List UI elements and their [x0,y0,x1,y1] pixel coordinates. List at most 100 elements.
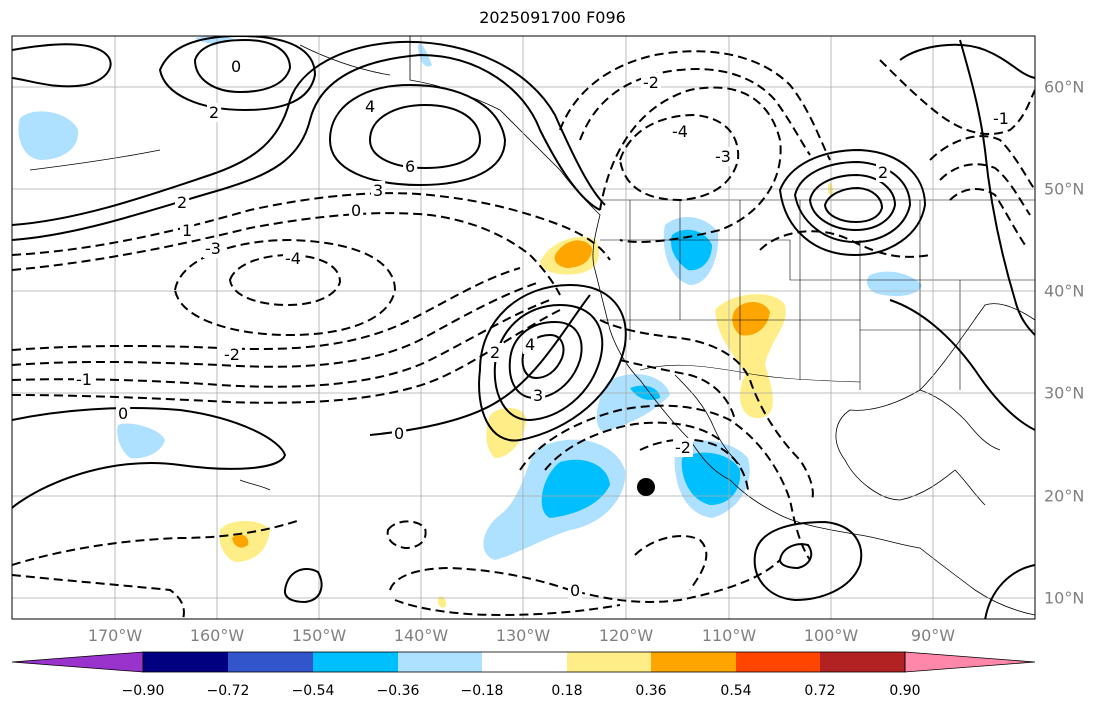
contour-line [12,40,606,226]
contour-label-halo [371,181,386,200]
positive-shading [486,408,526,458]
negative-shading [681,452,741,505]
contour-label-halo [175,193,190,212]
lat-label: 20°N [1044,486,1085,506]
contour-line [12,281,541,368]
contour-line [559,50,831,161]
contour-line [386,520,427,550]
contour-line [619,359,736,421]
colorbar-tick-label: −0.54 [291,683,335,699]
contour-label-halo [876,163,891,182]
contour-line [889,299,1035,431]
contour-line [639,438,749,491]
colorbar-tick-label: −0.36 [376,683,420,699]
contour-label-halo [403,157,418,176]
contour-label-halo [670,122,690,141]
contour-line [618,113,740,202]
contour-label: -2 [675,438,691,457]
contour-label-halo [229,57,244,76]
contour-label-halo [713,147,733,166]
contour-line [599,319,814,501]
coastline [29,149,161,171]
border [600,239,1035,281]
colorbar-bin [736,652,820,672]
contour-line [634,535,708,591]
colorbar [11,651,1036,673]
lon-label: 130°W [495,626,551,645]
contour-line [939,163,1031,216]
contour-line [823,186,884,224]
lon-label: 120°W [598,626,654,645]
contour-label: 4 [365,97,375,116]
contour-line [793,160,912,244]
contour-label-halo [568,581,583,600]
colorbar-bin [482,652,567,672]
contour-line [478,283,627,442]
contour-label: 3 [373,181,383,200]
contour-label: 2 [209,103,219,122]
lon-label: 100°W [803,626,859,645]
contour-line [283,568,323,604]
contour-line [12,267,521,351]
negative-shading [117,423,165,459]
positive-shading [715,294,786,419]
colorbar-extend-low [11,651,144,673]
contour-label: 1 [182,221,192,240]
contour-line [12,43,112,88]
lon-label: 170°W [87,626,143,645]
contour-line [368,103,482,170]
contour-label: -3 [205,239,221,258]
contour-line [12,574,185,619]
coastline [299,44,391,76]
contour-line [12,53,601,241]
contour-label: 0 [394,424,404,443]
negative-shading [541,459,610,518]
lon-label: 160°W [189,626,245,645]
contour-label-halo [180,221,195,240]
coastline [674,374,741,466]
contour-label-halo [392,424,407,443]
contour-line [899,43,1035,79]
contour-line [12,519,301,566]
contour-line [12,212,561,296]
lat-label: 40°N [1044,281,1085,301]
colorbar-tick-label: 0.54 [720,683,752,699]
shaded-anomaly-fill [18,36,922,608]
contour-label: 6 [405,157,415,176]
contour-label: -2 [224,345,240,364]
negative-shading [18,111,79,160]
contour-line [394,599,621,617]
colorbar-bin [398,652,482,672]
positive-shading [732,301,770,336]
lon-label: 150°W [291,626,347,645]
contour-label: 0 [351,201,361,220]
contour-line [949,188,1026,246]
contour-line [929,135,1035,191]
border [639,364,861,383]
colorbar-bin [143,652,228,672]
contour-label-halo [641,73,661,92]
contour-line [753,520,863,602]
contour-label-halo [207,103,222,122]
lon-label: 90°W [910,626,956,645]
colorbar-tick-label: −0.72 [206,683,250,699]
contour-line [193,38,292,94]
contour-line [228,253,342,307]
plot-title: 2025091700 F096 [479,8,626,27]
contour-line [599,86,782,243]
colorbar-bin [651,652,736,672]
contour-label: 0 [231,57,241,76]
colorbar-tick-label: −0.90 [121,683,165,699]
contour-line [778,148,927,257]
contour-line [808,173,897,232]
contour-line [493,303,604,422]
contour-label-halo [673,438,693,457]
negative-shading [867,271,922,297]
contour-label: -1 [76,370,92,389]
contour-line [959,39,1035,336]
contour-labels: 0 2 4 6 3 2 1 0 -1 -2 -3 -4 0 2 4 3 0 2 … [74,57,1011,600]
contour-label: 2 [878,163,888,182]
contour-label-halo [488,343,503,362]
lon-label: 140°W [393,626,449,645]
